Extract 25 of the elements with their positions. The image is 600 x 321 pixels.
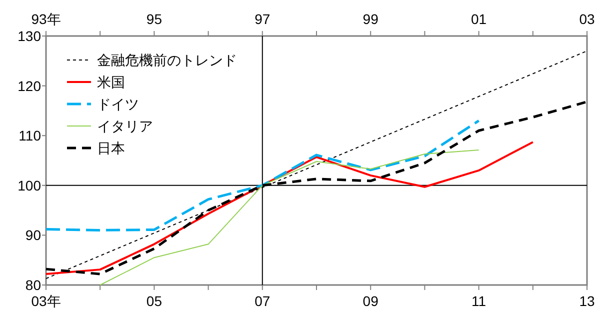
line-series <box>45 141 534 276</box>
y-tick-label: 100 <box>18 177 42 194</box>
x2-tick-label: 97 <box>254 11 270 27</box>
x-tick-label: 07 <box>254 293 270 309</box>
x-tick-label: 09 <box>362 293 379 309</box>
y-tick-label: 120 <box>18 78 42 94</box>
x-tick-label: 11 <box>472 293 486 309</box>
legend-label: イタリア <box>97 118 153 134</box>
y-tick-label: 130 <box>18 28 42 44</box>
legend-label: 米国 <box>97 74 125 90</box>
x2-tick-label: 93年 <box>31 11 61 27</box>
line-series <box>44 119 480 232</box>
legend-label: 日本 <box>97 140 125 156</box>
legend-label: ドイツ <box>97 96 139 112</box>
x-tick-label: 03年 <box>31 293 61 309</box>
y-tick-label: 80 <box>25 277 42 293</box>
x2-tick-label: 95 <box>146 11 162 27</box>
y-tick-label: 90 <box>25 227 42 244</box>
y-tick-label: 110 <box>18 128 42 144</box>
x2-tick-label: 99 <box>362 11 379 27</box>
legend-label: 金融危機前のトレンド <box>97 52 237 68</box>
x2-tick-label: 03 <box>579 11 595 27</box>
x2-tick-label: 01 <box>471 11 487 27</box>
x-tick-label: 05 <box>146 293 162 309</box>
x-tick-label: 13 <box>579 293 595 309</box>
